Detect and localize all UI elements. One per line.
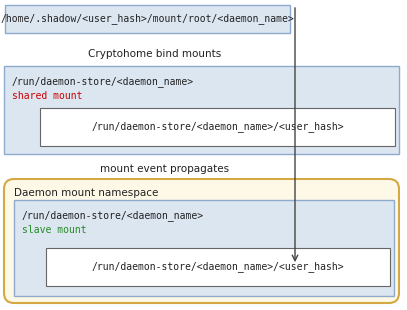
Text: /run/daemon-store/<daemon_name>: /run/daemon-store/<daemon_name> (22, 210, 204, 221)
Text: mount event propagates: mount event propagates (101, 164, 230, 174)
Text: Cryptohome bind mounts: Cryptohome bind mounts (88, 49, 222, 59)
FancyBboxPatch shape (14, 200, 394, 296)
FancyBboxPatch shape (4, 179, 399, 303)
FancyBboxPatch shape (4, 66, 399, 154)
Text: /home/.shadow/<user_hash>/mount/root/<daemon_name>: /home/.shadow/<user_hash>/mount/root/<da… (1, 14, 294, 24)
Text: shared mount: shared mount (12, 91, 83, 101)
FancyBboxPatch shape (46, 248, 390, 286)
Text: slave mount: slave mount (22, 225, 87, 235)
Text: /run/daemon-store/<daemon_name>: /run/daemon-store/<daemon_name> (12, 77, 194, 87)
Text: /run/daemon-store/<daemon_name>/<user_hash>: /run/daemon-store/<daemon_name>/<user_ha… (91, 122, 344, 132)
FancyBboxPatch shape (5, 5, 290, 33)
Text: Daemon mount namespace: Daemon mount namespace (14, 188, 158, 198)
Text: /run/daemon-store/<daemon_name>/<user_hash>: /run/daemon-store/<daemon_name>/<user_ha… (92, 262, 344, 272)
FancyBboxPatch shape (40, 108, 395, 146)
